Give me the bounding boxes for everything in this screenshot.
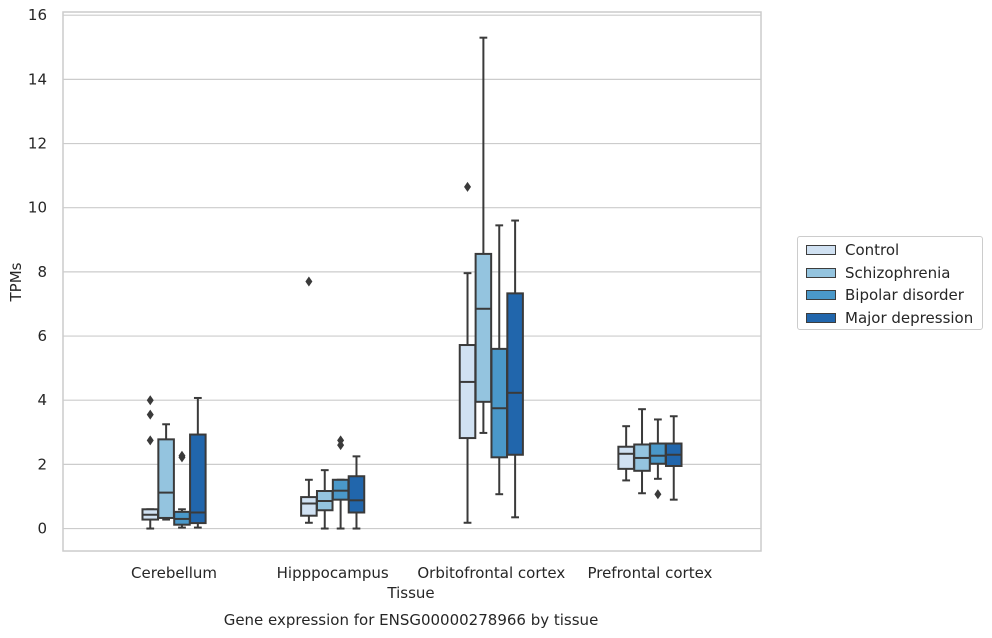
x-tick-label: Orbitofrontal cortex <box>417 564 565 582</box>
iqr-box <box>649 442 667 465</box>
x-tick-label: Cerebellum <box>131 564 217 582</box>
box-0-0 <box>141 395 160 530</box>
y-axis-label: TPMs <box>7 262 25 302</box>
y-tick-label: 8 <box>37 263 47 281</box>
box-0-2 <box>173 450 191 529</box>
y-tick-label: 12 <box>28 135 47 153</box>
y-tick-label: 10 <box>28 199 47 217</box>
x-tick-label: Hipppocampus <box>277 564 389 582</box>
iqr-box <box>300 496 318 517</box>
outlier-point <box>146 395 154 406</box>
box-1-0 <box>300 276 318 524</box>
legend-swatch <box>806 245 836 255</box>
box-0-3 <box>189 396 207 529</box>
x-axis-label: Tissue <box>387 584 435 602</box>
iqr-box <box>617 445 635 470</box>
box-3-3 <box>664 415 683 501</box>
box-0-1 <box>157 423 175 521</box>
legend-item: Control <box>806 240 899 260</box>
x-tick-labels: Cerebellum Hipppocampus Orbitofrontal cort… <box>131 564 713 582</box>
y-tick-label: 2 <box>37 455 47 473</box>
iqr-box <box>506 292 524 456</box>
legend-swatch <box>806 290 836 300</box>
legend-item: Schizophrenia <box>806 263 950 283</box>
iqr-box <box>458 344 477 440</box>
y-tick-label: 4 <box>37 391 47 409</box>
box-1-3 <box>347 455 366 530</box>
box-1-1 <box>315 469 334 530</box>
outlier-point <box>337 440 345 451</box>
boxes <box>141 36 683 530</box>
outlier-point <box>305 276 313 287</box>
legend-swatch <box>806 312 836 323</box>
iqr-box <box>189 433 207 525</box>
legend-item: Bipolar disorder <box>806 285 964 305</box>
legend-label: Schizophrenia <box>845 263 951 282</box>
iqr-box <box>347 475 366 514</box>
legend-label: Bipolar disorder <box>845 286 964 304</box>
box-2-1 <box>474 36 493 434</box>
y-tick-label: 6 <box>37 327 47 345</box>
iqr-box <box>157 438 175 519</box>
iqr-box <box>490 347 509 459</box>
figure-caption: Gene expression for ENSG00000278966 by t… <box>223 611 599 629</box>
iqr-box <box>474 252 493 403</box>
legend-label: Control <box>845 241 900 259</box>
legend-label: Major depression <box>845 308 974 327</box>
legend-swatch <box>806 267 836 278</box>
y-tick-label: 0 <box>37 520 47 538</box>
outlier-point <box>146 409 154 420</box>
x-tick-label: Prefrontal cortex <box>587 564 712 582</box>
legend: Control Schizophrenia Bipolar disorder Majo… <box>797 236 983 330</box>
outlier-point <box>146 435 154 446</box>
outlier-point <box>464 181 472 192</box>
box-1-2 <box>331 435 350 530</box>
y-tick-label: 16 <box>28 6 47 24</box>
y-tick-label: 14 <box>28 70 47 88</box>
outlier-point <box>654 489 662 500</box>
legend-item: Major depression <box>806 308 973 328</box>
box-2-3 <box>506 219 524 519</box>
y-tick-labels: 0 2 4 6 8 10 12 14 16 <box>28 6 47 537</box>
box-2-0 <box>458 181 477 524</box>
box-3-0 <box>617 425 635 482</box>
outlier-point <box>178 452 186 463</box>
